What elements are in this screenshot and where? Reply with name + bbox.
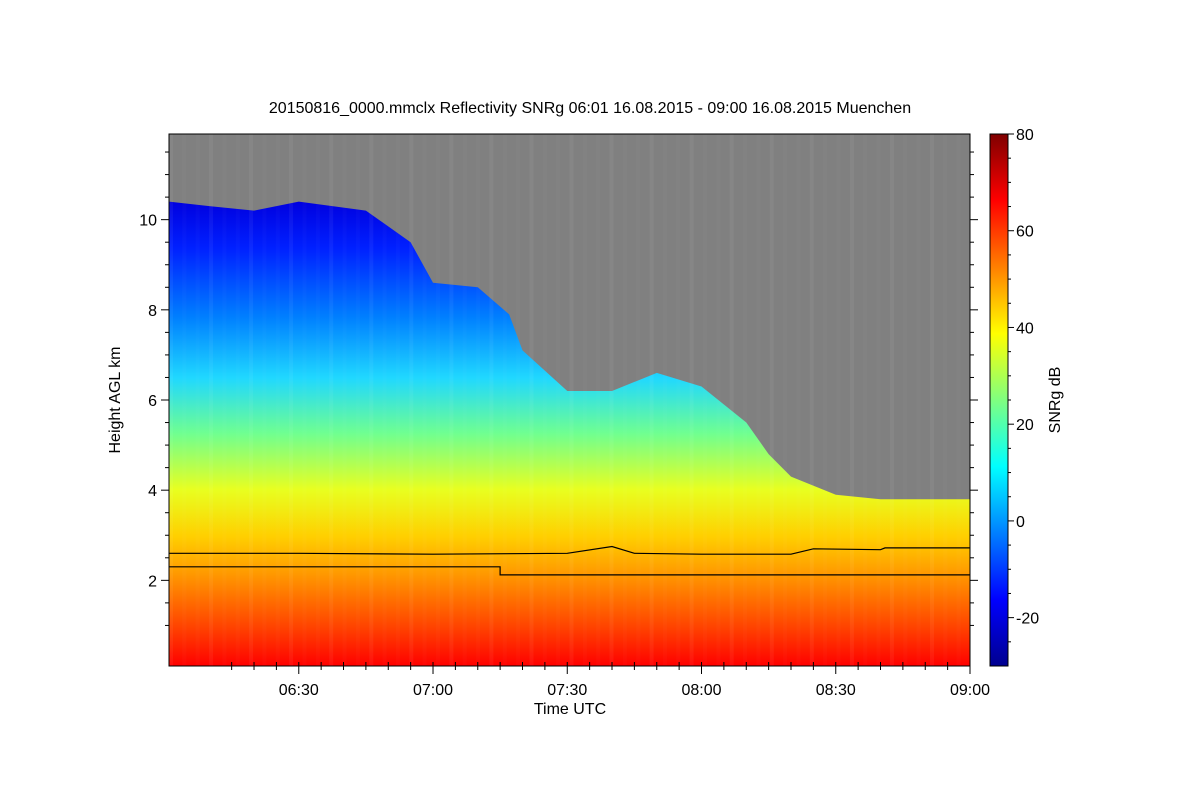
y-tick-label: 2 — [148, 573, 157, 590]
texture-stripe — [809, 134, 814, 666]
texture-stripe — [569, 134, 574, 666]
texture-stripe — [503, 134, 507, 666]
texture-stripe — [236, 134, 240, 666]
texture-stripe — [769, 134, 774, 666]
texture-stripe — [409, 134, 414, 666]
colorbar-tick-label: 60 — [1016, 224, 1034, 241]
texture-stripe — [797, 134, 801, 666]
texture-stripe — [303, 134, 307, 666]
texture-stripe — [262, 134, 266, 666]
texture-stripe — [343, 134, 347, 666]
series-line-1 — [169, 545, 970, 555]
colorbar-label: SNRg dB — [1047, 367, 1064, 434]
texture-stripe — [289, 134, 294, 666]
texture-stripe — [383, 134, 387, 666]
texture-stripe — [182, 134, 186, 666]
series-line-2 — [169, 566, 970, 576]
y-tick-label: 6 — [148, 393, 157, 410]
x-tick-label: 08:00 — [681, 682, 721, 699]
colorbar-bar — [989, 133, 1009, 667]
texture-stripe — [957, 134, 961, 666]
texture-stripe — [729, 134, 734, 666]
reflectivity-field — [169, 134, 970, 666]
texture-stripe — [903, 134, 907, 666]
texture-stripe — [463, 134, 467, 666]
texture-stripe — [863, 134, 867, 666]
texture-stripe — [489, 134, 494, 666]
colorbar-tick-label: 40 — [1016, 320, 1034, 337]
echo-region — [169, 201, 970, 666]
texture-stripe — [516, 134, 520, 666]
texture-stripe — [596, 134, 600, 666]
colorbar-tick-label: -20 — [1016, 611, 1039, 628]
texture-stripe — [476, 134, 480, 666]
texture-stripe — [716, 134, 720, 666]
texture-stripe — [689, 134, 694, 666]
texture-stripe — [222, 134, 226, 666]
colorbar-tick-label: 20 — [1016, 417, 1034, 434]
texture-stripe — [609, 134, 614, 666]
colorbar-tick-label: 80 — [1016, 127, 1034, 144]
x-tick-label: 08:30 — [816, 682, 856, 699]
chart-title: 20150816_0000.mmclx Reflectivity SNRg 06… — [269, 100, 911, 117]
x-tick-label: 09:00 — [950, 682, 990, 699]
texture-stripe — [583, 134, 587, 666]
x-axis: 06:30 07:00 07:30 08:00 08:30 09:00 — [231, 662, 990, 699]
x-tick-label: 07:30 — [547, 682, 587, 699]
texture-stripe — [543, 134, 547, 666]
texture-stripe — [676, 134, 680, 666]
texture-stripe — [249, 134, 254, 666]
texture-stripe — [930, 134, 934, 666]
x-tick-label: 07:00 — [413, 682, 453, 699]
y-axis-label: Height AGL km — [107, 346, 124, 453]
texture-stripe — [783, 134, 787, 666]
texture-stripe — [276, 134, 280, 666]
texture-stripe — [369, 134, 374, 666]
texture-stripe — [449, 134, 454, 666]
y-tick-label: 10 — [139, 213, 157, 230]
texture-stripe — [663, 134, 667, 666]
texture-stripe — [209, 134, 214, 666]
colorbar-tick-label: 0 — [1016, 514, 1025, 531]
texture-stripe — [823, 134, 827, 666]
y-tick-label: 4 — [148, 483, 157, 500]
texture-stripe — [849, 134, 854, 666]
texture-stripe — [556, 134, 560, 666]
texture-stripe — [169, 134, 173, 666]
y-axis: 2 4 6 8 10 — [139, 151, 978, 626]
x-tick-label: 06:30 — [279, 682, 319, 699]
texture-stripe — [623, 134, 627, 666]
texture-stripe — [649, 134, 654, 666]
texture-stripe — [423, 134, 427, 666]
texture-stripe — [889, 134, 894, 666]
texture-stripe — [743, 134, 747, 666]
texture-stripe — [636, 134, 640, 666]
texture-stripe — [756, 134, 760, 666]
texture-stripe — [943, 134, 947, 666]
texture-stripe — [396, 134, 400, 666]
texture-stripe — [703, 134, 707, 666]
colorbar: -20 0 20 40 60 80 — [989, 127, 1039, 667]
texture-stripe — [329, 134, 334, 666]
texture-stripe — [529, 134, 534, 666]
texture-stripe — [837, 134, 841, 666]
y-tick-label: 8 — [148, 303, 157, 320]
texture-stripe — [196, 134, 200, 666]
plot-area — [168, 133, 971, 667]
texture-stripe — [436, 134, 440, 666]
texture-stripe — [917, 134, 921, 666]
texture-stripe — [356, 134, 360, 666]
x-axis-label: Time UTC — [534, 701, 606, 718]
texture-stripe — [316, 134, 320, 666]
texture-stripe — [877, 134, 881, 666]
